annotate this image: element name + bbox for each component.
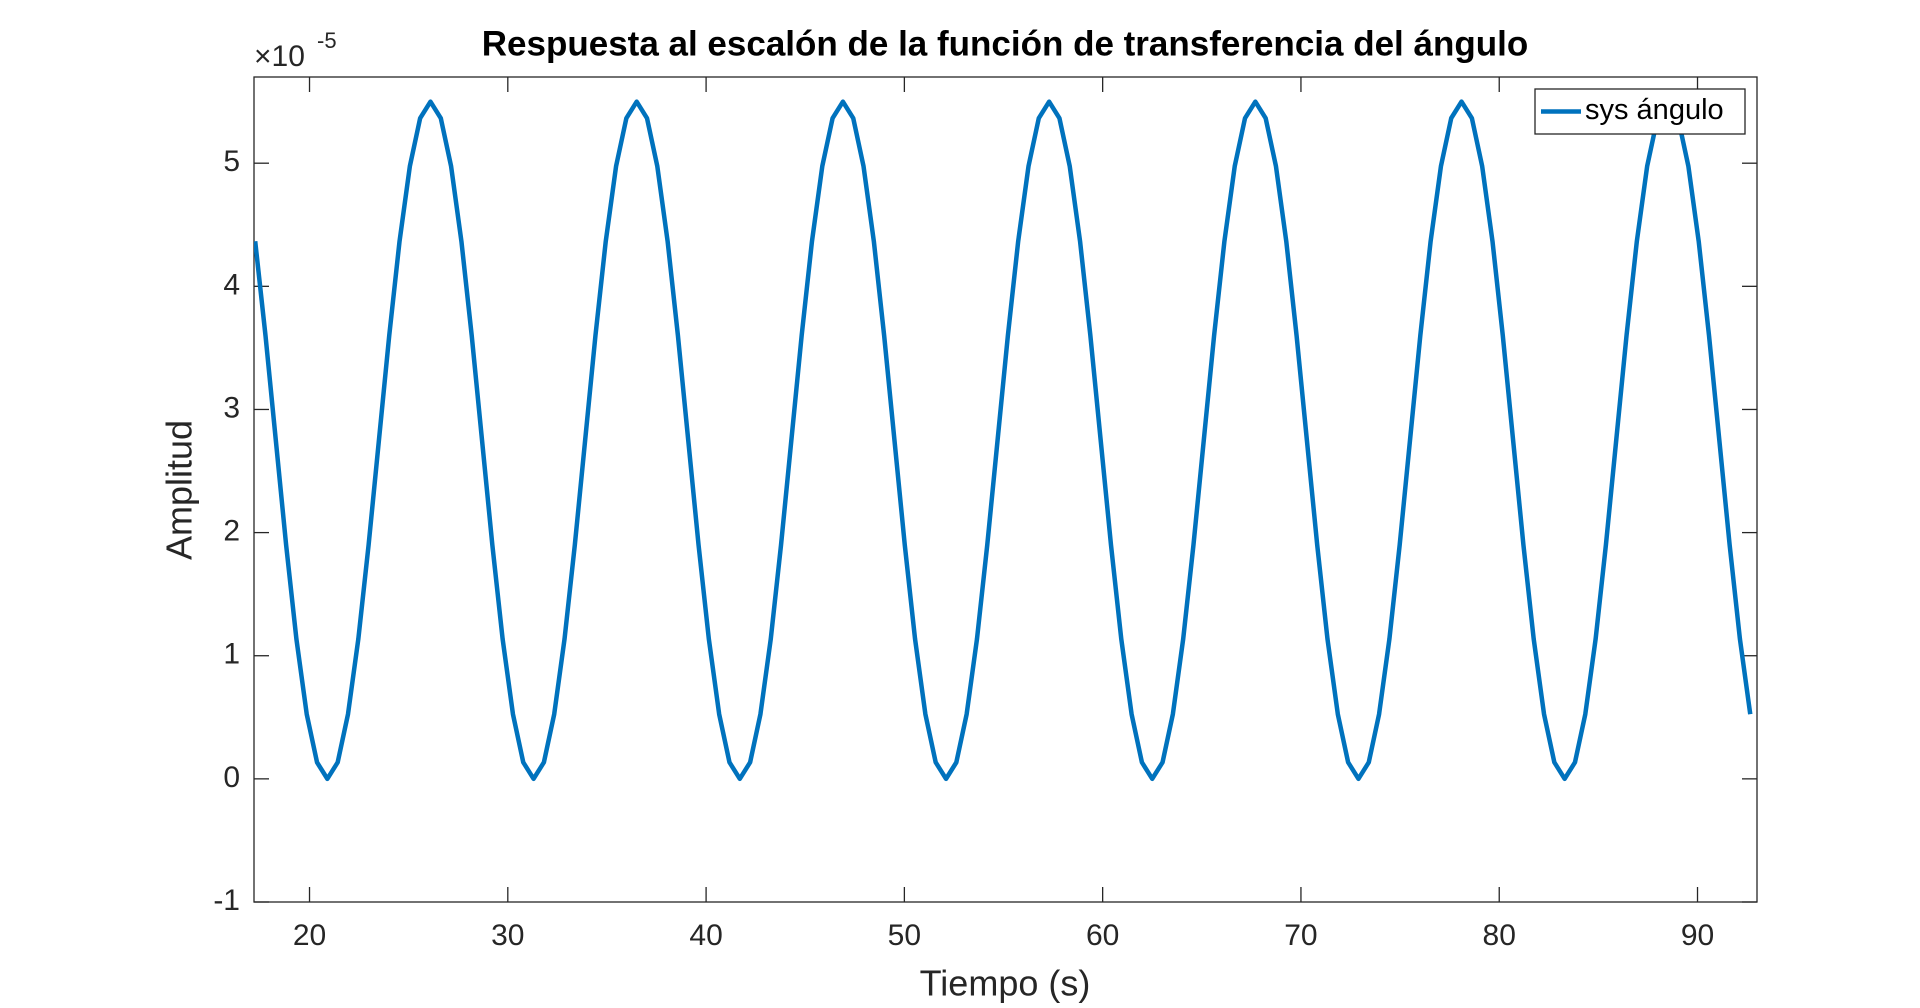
- x-tick-label: 60: [1086, 919, 1119, 952]
- chart-title: Respuesta al escalón de la función de tr…: [482, 24, 1528, 63]
- y-axis-label: Amplitud: [159, 420, 200, 560]
- y-tick-label: 2: [223, 515, 240, 548]
- x-tick-label: 20: [293, 919, 326, 952]
- x-axis-label: Tiempo (s): [920, 963, 1091, 1003]
- y-tick-label: 3: [223, 391, 240, 424]
- y-tick-label: 1: [223, 638, 240, 671]
- series-line: [254, 99, 1753, 782]
- x-tick-label: 80: [1483, 919, 1516, 952]
- x-tick-label: 90: [1681, 919, 1714, 952]
- legend-label: sys ángulo: [1585, 94, 1724, 126]
- y-multiplier: ×10: [254, 40, 305, 73]
- x-tick-label: 30: [491, 919, 524, 952]
- x-tick-label: 70: [1284, 919, 1317, 952]
- y-tick-label: 4: [223, 268, 240, 301]
- y-tick-label: -1: [213, 884, 240, 917]
- y-exponent: -5: [317, 28, 337, 53]
- y-tick-label: 5: [223, 145, 240, 178]
- axes-box: [253, 76, 1758, 903]
- x-tick-label: 50: [888, 919, 921, 952]
- x-tick-label: 40: [689, 919, 722, 952]
- y-tick-label: 0: [223, 761, 240, 794]
